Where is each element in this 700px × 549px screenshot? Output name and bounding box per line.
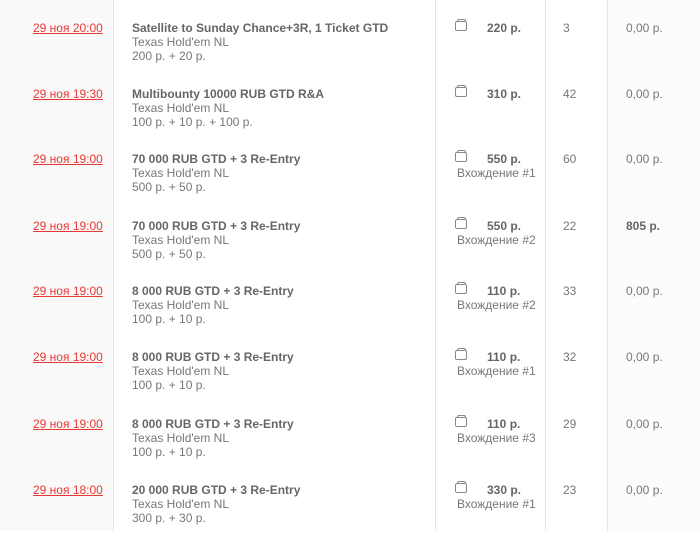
buyin: 200 р. + 20 р. bbox=[132, 49, 206, 63]
wallet-icon bbox=[455, 481, 467, 493]
tournament-name: 8 000 RUB GTD + 3 Re-Entry bbox=[132, 417, 294, 431]
date-link[interactable]: 29 ноя 18:00 bbox=[33, 483, 103, 497]
buyin: 100 р. + 10 р. bbox=[132, 378, 206, 392]
total-price: 550 р. bbox=[487, 152, 522, 166]
buyin: 300 р. + 30 р. bbox=[132, 511, 206, 525]
date-link[interactable]: 29 ноя 20:00 bbox=[33, 21, 103, 35]
tournament-name: 8 000 RUB GTD + 3 Re-Entry bbox=[132, 350, 294, 364]
table-row: 29 ноя 19:00 8 000 RUB GTD + 3 Re-Entry … bbox=[0, 348, 700, 416]
tournament-name: 8 000 RUB GTD + 3 Re-Entry bbox=[132, 284, 294, 298]
table-row: 29 ноя 19:00 8 000 RUB GTD + 3 Re-Entry … bbox=[0, 282, 700, 350]
game-type: Texas Hold'em NL bbox=[132, 497, 229, 511]
buyin: 100 р. + 10 р. bbox=[132, 312, 206, 326]
wallet-icon bbox=[455, 85, 467, 97]
total-price: 220 р. bbox=[487, 21, 522, 35]
prize: 805 р. bbox=[626, 219, 661, 233]
divider bbox=[435, 0, 436, 531]
prize: 0,00 р. bbox=[626, 284, 663, 298]
players-count: 42 bbox=[563, 87, 577, 101]
buyin: 100 р. + 10 р. bbox=[132, 445, 206, 459]
prize: 0,00 р. bbox=[626, 152, 663, 166]
date-link[interactable]: 29 ноя 19:30 bbox=[33, 87, 103, 101]
prize: 0,00 р. bbox=[626, 483, 663, 497]
entry-number: Вхождение #2 bbox=[457, 298, 536, 312]
tournament-name: Satellite to Sunday Chance+3R, 1 Ticket … bbox=[132, 21, 389, 35]
divider bbox=[545, 0, 546, 531]
entry-number: Вхождение #1 bbox=[457, 364, 536, 378]
total-price: 330 р. bbox=[487, 483, 522, 497]
date-link[interactable]: 29 ноя 19:00 bbox=[33, 219, 103, 233]
game-type: Texas Hold'em NL bbox=[132, 233, 229, 247]
players-count: 29 bbox=[563, 417, 577, 431]
game-type: Texas Hold'em NL bbox=[132, 298, 229, 312]
date-link[interactable]: 29 ноя 19:00 bbox=[33, 284, 103, 298]
wallet-icon bbox=[455, 282, 467, 294]
total-price: 110 р. bbox=[487, 417, 521, 431]
entry-number: Вхождение #3 bbox=[457, 431, 536, 445]
buyin: 500 р. + 50 р. bbox=[132, 180, 206, 194]
players-count: 23 bbox=[563, 483, 577, 497]
total-price: 110 р. bbox=[487, 284, 521, 298]
divider bbox=[607, 0, 608, 531]
tournament-name: 70 000 RUB GTD + 3 Re-Entry bbox=[132, 219, 301, 233]
prize: 0,00 р. bbox=[626, 350, 663, 364]
wallet-icon bbox=[455, 415, 467, 427]
tournament-name: 70 000 RUB GTD + 3 Re-Entry bbox=[132, 152, 301, 166]
players-count: 33 bbox=[563, 284, 577, 298]
entry-number: Вхождение #1 bbox=[457, 497, 536, 511]
entry-number: Вхождение #2 bbox=[457, 233, 536, 247]
divider bbox=[113, 0, 114, 531]
total-price: 110 р. bbox=[487, 350, 521, 364]
total-price: 550 р. bbox=[487, 219, 522, 233]
table-row: 29 ноя 19:00 8 000 RUB GTD + 3 Re-Entry … bbox=[0, 415, 700, 483]
wallet-icon bbox=[455, 217, 467, 229]
tournament-name: Multibounty 10000 RUB GTD R&A bbox=[132, 87, 325, 101]
game-type: Texas Hold'em NL bbox=[132, 35, 229, 49]
prize-column-bg bbox=[608, 0, 700, 531]
wallet-icon bbox=[455, 150, 467, 162]
table-row: 29 ноя 19:00 70 000 RUB GTD + 3 Re-Entry… bbox=[0, 150, 700, 218]
game-type: Texas Hold'em NL bbox=[132, 101, 229, 115]
prize: 0,00 р. bbox=[626, 87, 663, 101]
players-count: 3 bbox=[563, 21, 570, 35]
table-row: 29 ноя 19:00 70 000 RUB GTD + 3 Re-Entry… bbox=[0, 217, 700, 285]
game-type: Texas Hold'em NL bbox=[132, 166, 229, 180]
total-price: 310 р. bbox=[487, 87, 522, 101]
date-link[interactable]: 29 ноя 19:00 bbox=[33, 417, 103, 431]
game-type: Texas Hold'em NL bbox=[132, 364, 229, 378]
table-row: 29 ноя 18:00 20 000 RUB GTD + 3 Re-Entry… bbox=[0, 481, 700, 549]
date-column-bg bbox=[0, 0, 113, 531]
date-link[interactable]: 29 ноя 19:00 bbox=[33, 350, 103, 364]
date-link[interactable]: 29 ноя 19:00 bbox=[33, 152, 103, 166]
prize: 0,00 р. bbox=[626, 417, 663, 431]
buyin: 100 р. + 10 р. + 100 р. bbox=[132, 115, 253, 129]
table-row: 29 ноя 20:00 Satellite to Sunday Chance+… bbox=[0, 19, 700, 87]
prize: 0,00 р. bbox=[626, 21, 663, 35]
wallet-icon bbox=[455, 348, 467, 360]
players-count: 60 bbox=[563, 152, 577, 166]
entry-number: Вхождение #1 bbox=[457, 166, 536, 180]
tournament-name: 20 000 RUB GTD + 3 Re-Entry bbox=[132, 483, 301, 497]
table-row: 29 ноя 19:30 Multibounty 10000 RUB GTD R… bbox=[0, 85, 700, 153]
wallet-icon bbox=[455, 19, 467, 31]
game-type: Texas Hold'em NL bbox=[132, 431, 229, 445]
players-count: 22 bbox=[563, 219, 577, 233]
players-count: 32 bbox=[563, 350, 577, 364]
buyin: 500 р. + 50 р. bbox=[132, 247, 206, 261]
